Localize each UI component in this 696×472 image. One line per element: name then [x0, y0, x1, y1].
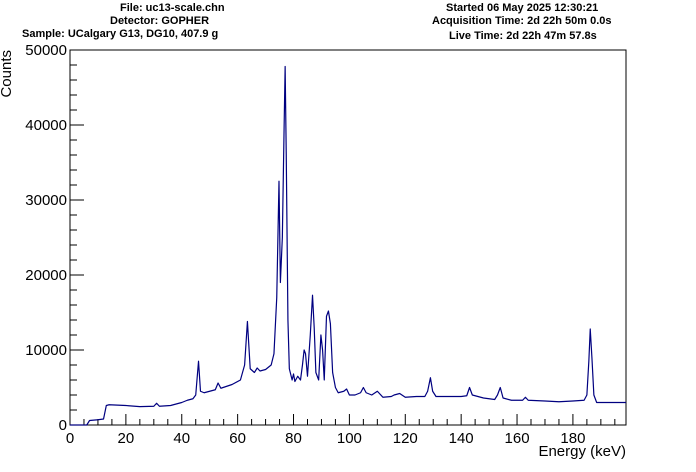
started-label: Started 06 May 2025 12:30:21 [446, 2, 599, 14]
spectrum-line [70, 65, 626, 426]
x-tick-label: 120 [393, 430, 418, 447]
x-tick-label: 140 [449, 430, 474, 447]
x-axis-title: Energy (keV) [538, 443, 626, 460]
y-tick-label: 20000 [25, 267, 67, 284]
x-tick-label: 40 [173, 430, 190, 447]
x-tick-label: 100 [337, 430, 362, 447]
y-tick-label: 10000 [25, 342, 67, 359]
x-tick-label: 0 [66, 430, 74, 447]
live-time-label: Live Time: 2d 22h 47m 57.8s [449, 30, 597, 42]
x-tick-label: 160 [505, 430, 530, 447]
sample-label: Sample: UCalgary G13, DG10, 407.9 g [22, 28, 219, 40]
file-label: File: uc13-scale.chn [120, 2, 225, 14]
x-tick-label: 180 [560, 430, 585, 447]
tick-labels: 0 20 40 60 80 100 120 140 160 180 0 10000 20000 30000… [25, 42, 585, 447]
y-axis-title: Counts [0, 50, 15, 98]
x-tick-label: 60 [229, 430, 246, 447]
y-tick-label: 40000 [25, 117, 67, 134]
acquisition-time-label: Acquisition Time: 2d 22h 50m 0.0s [432, 15, 612, 27]
y-tick-label: 30000 [25, 192, 67, 209]
y-tick-label: 50000 [25, 42, 67, 59]
detector-label: Detector: GOPHER [110, 15, 210, 27]
x-tick-label: 80 [285, 430, 302, 447]
x-tick-label: 20 [118, 430, 135, 447]
plot-frame [69, 49, 627, 426]
y-tick-label: 0 [59, 417, 67, 434]
axis-ticks [69, 49, 616, 426]
